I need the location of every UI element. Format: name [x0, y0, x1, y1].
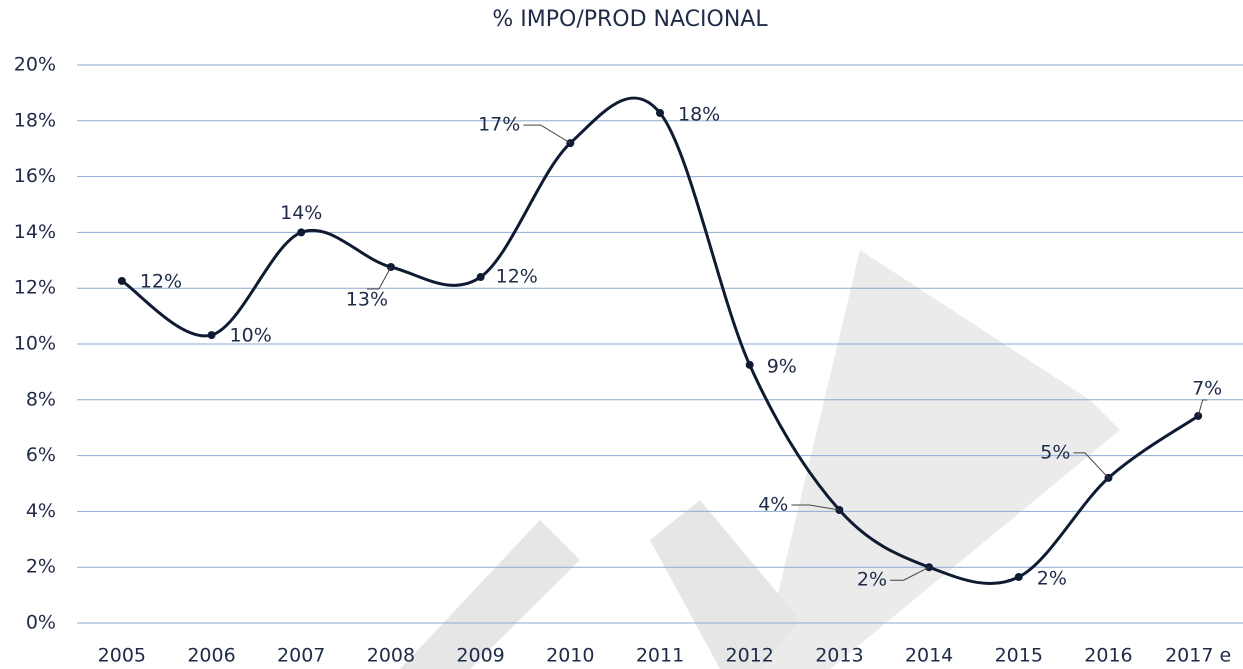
leader-line — [1073, 452, 1109, 479]
x-tick-label: 2008 — [367, 645, 415, 667]
y-tick-label: 4% — [26, 500, 56, 522]
data-label: 12% — [496, 266, 538, 288]
x-tick-label: 2005 — [98, 645, 146, 667]
data-point — [207, 331, 216, 340]
y-tick-label: 12% — [14, 277, 56, 299]
x-tick-label: 2012 — [726, 645, 774, 667]
data-point — [656, 108, 664, 117]
y-tick-label: 20% — [14, 54, 56, 76]
leader-line — [890, 566, 930, 581]
leader-line — [791, 504, 840, 511]
x-tick-label: 2017 e — [1165, 645, 1231, 667]
data-label: 4% — [758, 494, 788, 516]
watermark-shape — [650, 500, 800, 669]
data-point — [1014, 572, 1023, 581]
data-label: 2% — [857, 569, 887, 591]
data-label: 13% — [346, 288, 388, 310]
data-label: 12% — [140, 270, 182, 292]
data-label: 2% — [1037, 567, 1067, 589]
x-tick-label: 2015 — [995, 645, 1043, 667]
data-label: 7% — [1192, 377, 1222, 399]
data-label: 17% — [478, 114, 520, 136]
x-tick-label: 2016 — [1084, 645, 1132, 667]
leader-line — [366, 266, 392, 290]
data-label: 5% — [1040, 441, 1070, 463]
x-tick-label: 2009 — [456, 645, 504, 667]
x-tick-label: 2011 — [636, 645, 684, 667]
data-label: 14% — [280, 202, 322, 224]
y-tick-label: 0% — [26, 612, 56, 634]
watermark — [400, 250, 1120, 669]
y-tick-label: 16% — [14, 165, 56, 187]
data-label: 18% — [678, 103, 720, 125]
y-tick-label: 10% — [14, 333, 56, 355]
watermark-shape — [760, 250, 1120, 669]
x-tick-label: 2013 — [815, 645, 863, 667]
data-point — [745, 360, 754, 369]
chart-title: % IMPO/PROD NACIONAL — [492, 7, 768, 32]
data-point — [297, 228, 306, 237]
x-tick-label: 2010 — [546, 645, 594, 667]
data-label: 9% — [767, 355, 797, 377]
line — [121, 96, 1200, 586]
leader-line — [523, 124, 571, 144]
x-tick-label: 2006 — [187, 645, 235, 667]
y-tick-label: 2% — [26, 556, 56, 578]
data-point — [117, 276, 126, 285]
y-tick-label: 14% — [14, 221, 56, 243]
y-tick-label: 8% — [26, 388, 56, 410]
watermark-shape — [400, 520, 580, 669]
data-label: 10% — [230, 325, 272, 347]
x-tick-label: 2007 — [277, 645, 325, 667]
data-point — [476, 273, 485, 282]
y-tick-label: 18% — [14, 109, 56, 131]
x-tick-label: 2014 — [905, 645, 953, 667]
y-tick-label: 6% — [26, 444, 56, 466]
leader-line — [1197, 399, 1208, 417]
